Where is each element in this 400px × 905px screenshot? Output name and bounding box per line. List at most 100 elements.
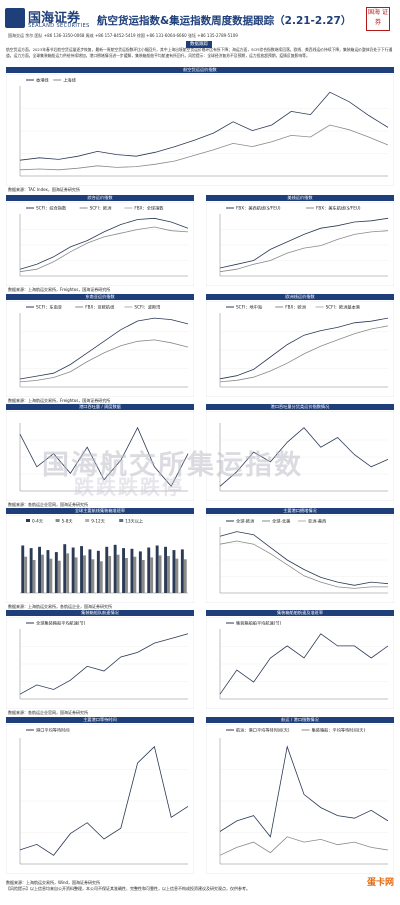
chart-frame [6, 617, 194, 709]
legend-swatch [26, 519, 30, 522]
bar [57, 560, 61, 593]
bar [105, 546, 109, 593]
series-line-2 [19, 226, 189, 273]
bar [83, 555, 86, 593]
chart-frame [206, 202, 394, 286]
section-title-congestion: 主要港口拥堵情况 [206, 508, 394, 514]
legend-label: FBX：美西航线($/FEU) [236, 205, 281, 212]
data-tracking-tag: 数据跟踪 [186, 41, 212, 48]
section-title-scfi: 综合运价指数 [6, 195, 194, 201]
chart-frame [6, 301, 194, 397]
chart-air-cargo: 香港线 上海线 [6, 74, 394, 186]
series-line-1 [219, 317, 389, 380]
section-title-air: 航空货运运价指数 [6, 67, 394, 73]
legend-label: SCFI：地中海 [236, 304, 263, 311]
series-line-1 [19, 91, 389, 161]
section-title-eu: 欧洲线运价指数 [206, 294, 394, 300]
legend-label: FBX：亚欧航线 [85, 304, 115, 311]
bar [175, 558, 179, 593]
legend-label: 集装箱船舶平均航速(节) [236, 620, 282, 627]
analyst-contacts: 国海交运 余尔 团队 +86 136-3350-0068 周成 +86 157-… [8, 33, 238, 38]
chart-scfi: SCFI：综合指数 SCFI：欧洲 FBX：全球指数 [6, 202, 194, 286]
legend-label: 港口平均等待时间 [36, 727, 70, 734]
bar [138, 551, 142, 593]
series-line-2 [219, 230, 389, 273]
series-line-2 [19, 124, 389, 171]
bar [125, 558, 128, 593]
source-scfi: 数据来源：上海航运交易所，Freightos，国海证券研究所 [8, 287, 111, 292]
brand-name: 国海证券 [28, 11, 81, 26]
series-line-1 [19, 633, 189, 695]
chart-frame [206, 724, 394, 874]
legend-label: 航运：港口平均等待时间(天) [236, 727, 290, 734]
bar [141, 560, 145, 593]
chart-speed-ontime: 集装箱船舶平均航速(节) [206, 617, 394, 709]
report-title: 航空货运指数&集运指数周度数据跟踪（2.21-2.27） [97, 15, 352, 27]
section-title-shipping-index: 航运 / 港口指数情况 [206, 717, 394, 723]
series-line-1 [219, 745, 389, 838]
legend-label: FBX：欧洲 [285, 304, 306, 311]
chart-europe: SCFI：地中海 FBX：欧洲 SCFI：欧洲基本港 [206, 301, 394, 397]
source-speed: 数据来源：各航运企业官网，国海证券研究所 [8, 710, 88, 715]
bar [88, 549, 92, 593]
legend-label: SCFI：欧洲 [90, 205, 112, 212]
section-title-us: 美线运价指数 [206, 195, 394, 201]
chart-us-lines: FBX：美西航线($/FEU) FBX：美东航线($/FEU) [206, 202, 394, 286]
section-title-port-class: 港口吞吐量分货类运价指数情况 [206, 404, 394, 410]
bar [74, 557, 78, 593]
legend-label: SCFI：欧洲基本港 [326, 304, 361, 311]
legend-swatch [55, 519, 60, 522]
bar [167, 556, 170, 593]
bar [150, 557, 154, 593]
source-air: 数据来源：TAC Index，国海证券研究所 [8, 187, 80, 192]
bar [133, 556, 137, 593]
chart-frame [206, 617, 394, 709]
chart-frame [6, 724, 194, 874]
chart-ontime-bars: 0-4天 5-8天 9-12天 13天以上 [6, 515, 194, 603]
chart-fleet-speed: 全球集装箱船平均航速(节) [6, 617, 194, 709]
series-line-2 [219, 540, 388, 589]
bar [63, 544, 67, 593]
source-port: 数据来源：各航运企业官网，国海证券研究所 [8, 502, 88, 507]
seal-stamp: 国海 证券 [366, 7, 390, 31]
legend-label: 0-4天 [32, 518, 44, 524]
bar [164, 546, 167, 593]
legend-label: SCFI：综合指数 [36, 205, 67, 212]
chart-frame [206, 301, 394, 397]
legend-label: 集装箱船：平均等待时间(天) [312, 727, 366, 734]
legend-label: FBX：全球指数 [134, 205, 164, 212]
bar [183, 559, 187, 593]
chart-frame [206, 515, 394, 603]
section-title-port: 港口吞吐量 / 周度数据 [6, 404, 194, 410]
series-line-1 [219, 531, 389, 586]
chart-port-throughput [6, 411, 194, 501]
bar [49, 558, 53, 593]
chart-frame [6, 202, 194, 286]
series-line-2 [219, 325, 389, 383]
bar [158, 555, 162, 593]
report-header: 国海证券 SEALAND SECURITIES 航空货运指数&集运指数周度数据跟… [0, 0, 400, 38]
brand-logo-icon [5, 8, 25, 28]
legend-label: 5-8天 [62, 518, 74, 524]
series-line-1 [19, 426, 189, 488]
series-line-1 [219, 633, 389, 695]
legend-label: FBX：美东航线($/FEU) [316, 205, 361, 212]
bar [66, 553, 70, 593]
report-intro: 航空货运方面，2023年春节后航空货运量逐步恢复，最新一周航空货运指数环比小幅回… [6, 47, 393, 58]
bar [172, 550, 176, 593]
bar [96, 550, 100, 593]
series-line-1 [19, 745, 189, 856]
series-line-1 [19, 317, 189, 380]
section-title-wait: 主要港口等待时间 [6, 717, 194, 723]
legend-label: 亚洲-美西 [308, 518, 326, 525]
chart-port-wait: 港口平均等待时间 [6, 724, 194, 874]
bar [113, 544, 117, 593]
chart-frame [6, 411, 194, 501]
bar [80, 546, 83, 593]
bar [32, 560, 36, 593]
legend-label: SCFI：东南亚 [36, 304, 62, 310]
section-title-sea: 东南亚运价指数 [6, 294, 194, 300]
bar [130, 548, 134, 593]
section-title-speed-ontime: 集装箱船舶航速及准班率 [206, 610, 394, 616]
chart-congestion: 全球-欧洲 全球-北美 亚洲-美西 [206, 515, 394, 603]
